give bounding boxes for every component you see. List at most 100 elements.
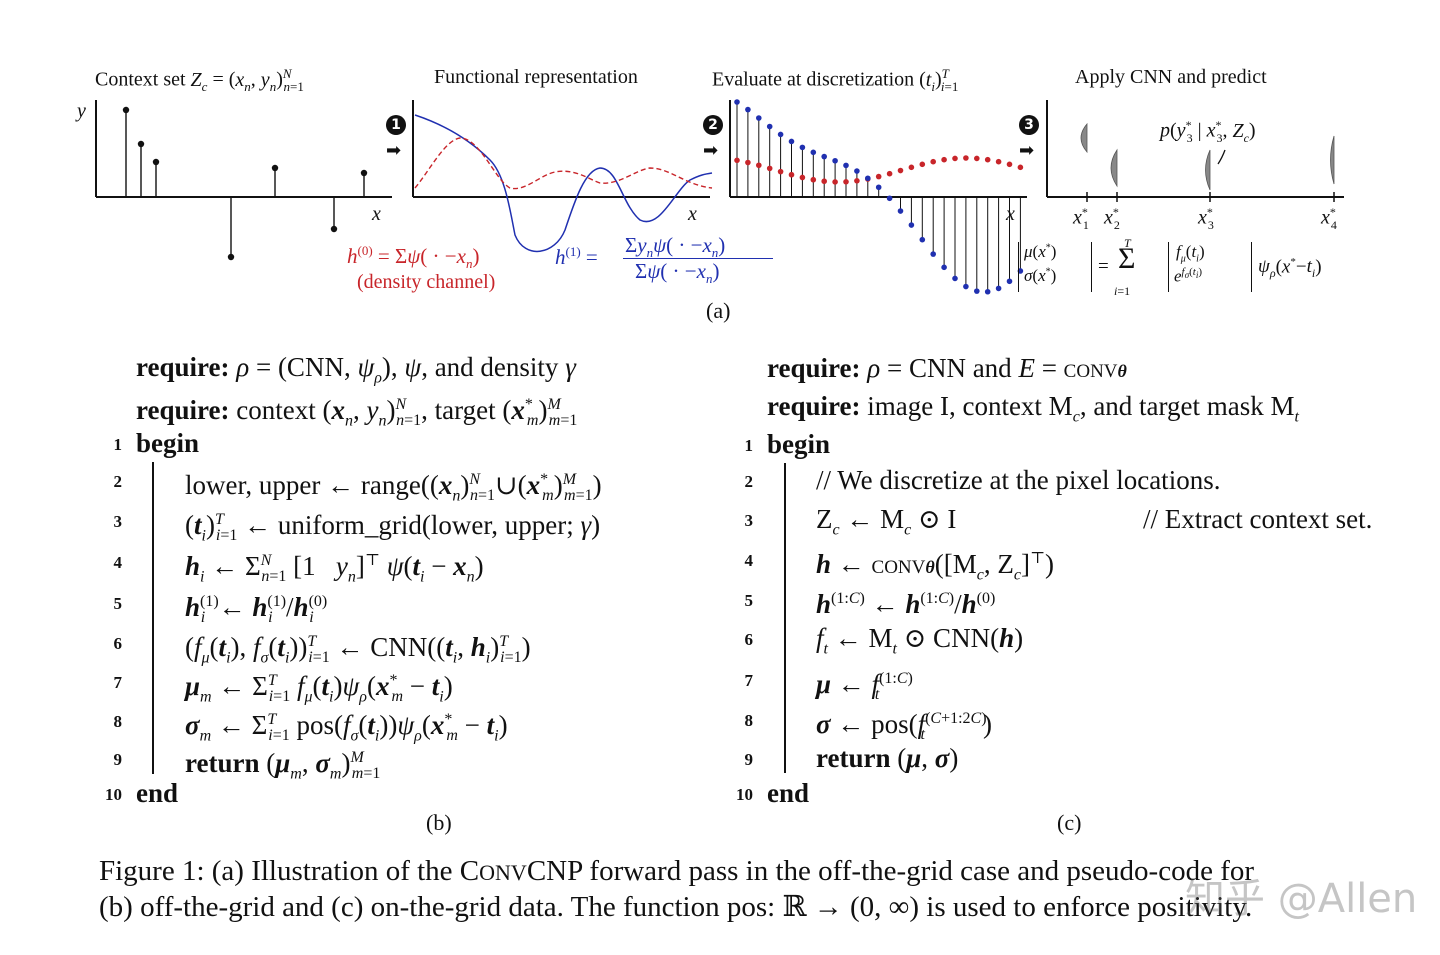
- predictive-density: [1080, 122, 1088, 154]
- context-point: [330, 225, 338, 233]
- density-sample-point: [941, 156, 947, 163]
- density-sample-point: [963, 155, 969, 161]
- density-curve: [414, 137, 713, 190]
- caption-line-2: (b) off-the-grid and (c) on-the-grid dat…: [99, 891, 1253, 923]
- signal-sample-point: [865, 175, 871, 182]
- signal-sample-point: [974, 288, 980, 294]
- panel-c-line-number-4: 4: [744, 551, 754, 570]
- signal-sample-point: [843, 162, 849, 169]
- predictive-density: [1330, 135, 1335, 185]
- density-sample-point: [995, 158, 1002, 165]
- signal-sample-point: [919, 236, 926, 243]
- density-sample-point: [974, 155, 980, 162]
- density-sample-point: [821, 178, 827, 185]
- panel-b-line-3: (ti)Ti=1 ← uniform_grid(lower, upper; γ): [185, 510, 601, 545]
- panel-c-require-2: require: image I, context Mc, and target…: [767, 391, 1299, 426]
- panel-b-line-number-7: 7: [113, 673, 123, 692]
- panel-b-line-7: μm ← ΣTi=1 fμ(ti)ψρ(x*m − ti): [185, 671, 453, 706]
- step-arrow-icon-2: ➡: [703, 140, 719, 161]
- panel-b-line-number-2: 2: [113, 472, 123, 491]
- density-sample-point: [854, 178, 860, 184]
- panel-b-block-bar: [152, 462, 154, 774]
- panel-b-line-5: h(1)i ← h(1)i /h(0)i: [185, 592, 328, 627]
- panel-b-line-number-3: 3: [113, 512, 123, 531]
- target-tick-x2: x*2: [1104, 205, 1120, 232]
- panel-b-line-2: lower, upper ← range((xn)Nn=1∪(x*m)Mm=1): [185, 470, 602, 505]
- panel-b-begin: begin: [136, 428, 200, 458]
- panel-c-line-9: return (μ, σ): [816, 743, 959, 773]
- density-sample-point: [766, 165, 773, 172]
- panel-c-line-number-2: 2: [744, 472, 754, 491]
- panel-a-title-1: Context set Zc = (xn, yn)Nn=1: [95, 66, 304, 94]
- signal-sample-point: [854, 168, 860, 174]
- panel-c-line-6: ft ← Mt ⊙ CNN(h): [816, 623, 1024, 658]
- panel-b-end: end: [136, 778, 179, 808]
- target-tick-x1: x*1: [1073, 205, 1089, 232]
- panel-c-block-bar: [784, 463, 786, 773]
- signal-sample-point: [930, 251, 936, 257]
- panel-c-line-8: σ ← pos(f(C+1:2C)t): [816, 709, 992, 744]
- signal-sample-point: [984, 288, 991, 295]
- signal-curve: [414, 114, 713, 252]
- signal-sample-point: [1006, 278, 1013, 285]
- density-sample-point: [919, 161, 926, 168]
- signal-sample-point: [777, 131, 784, 138]
- signal-sample-point: [756, 115, 762, 121]
- panel-c-sublabel: (c): [1057, 810, 1082, 835]
- panel-c-line-number-6: 6: [744, 630, 754, 649]
- panel-b-line-9: return (μm, σm)Mm=1: [185, 748, 381, 783]
- panel-c-line-number-9: 9: [744, 750, 754, 769]
- density-sample-point: [843, 179, 849, 185]
- density-sample-point: [908, 164, 915, 171]
- step-arrow-icon-1: ➡: [386, 140, 402, 161]
- density-sample-point: [756, 162, 762, 169]
- signal-sample-point: [908, 222, 915, 228]
- signal-sample-point: [995, 285, 1002, 292]
- h0-note: (density channel): [357, 271, 496, 293]
- signal-sample-point: [766, 123, 773, 130]
- panel-b-require-1: require: ρ = (CNN, ψρ), ψ, and density γ: [136, 352, 576, 387]
- panel-c-begin: begin: [767, 429, 831, 459]
- panel-c-line-number-10: 10: [736, 785, 753, 804]
- panel-b-line-4: hi ← ΣNn=1 [1 yn]⊤ ψ(ti − xn): [185, 551, 484, 586]
- panel-a-title-2: Functional representation: [434, 66, 638, 88]
- density-sample-point: [832, 179, 838, 185]
- density-sample-point: [777, 168, 784, 175]
- caption-line-1: Figure 1: (a) Illustration of the CONVCN…: [99, 855, 1255, 887]
- panel-c-line-7: μ ← f(1:C)t: [816, 669, 913, 704]
- panel-c-line-number-3: 3: [744, 511, 754, 530]
- panel-c-line-3-comment: // Extract context set.: [1143, 504, 1373, 534]
- h0-formula: h(0) = Σψ( · −xn): [347, 243, 480, 272]
- density-sample-point: [1006, 161, 1013, 168]
- density-sample-point: [745, 159, 751, 166]
- signal-sample-point: [734, 99, 740, 105]
- signal-sample-point: [1017, 268, 1024, 274]
- panel-b-line-6: (fμ(ti), fσ(ti))Ti=1 ← CNN((ti, hi)Ti=1): [185, 632, 531, 667]
- signal-sample-point: [745, 106, 751, 113]
- signal-sample-point: [963, 283, 969, 290]
- step-arrow-icon-3: ➡: [1019, 140, 1035, 161]
- panel-b-line-number-10: 10: [105, 785, 122, 804]
- signal-sample-point: [886, 195, 893, 202]
- signal-sample-point: [821, 153, 827, 160]
- panel-b-line-8: σm ← ΣTi=1 pos(fσ(ti))ψρ(x*m − ti): [185, 710, 508, 745]
- predict-label: p(y*3 | x*3, Zc): [1160, 118, 1256, 145]
- panel-c-line-3: Zc ← Mc ⊙ I: [816, 504, 957, 539]
- signal-sample-point: [810, 149, 817, 156]
- signal-sample-point: [941, 264, 947, 271]
- signal-sample-point: [952, 275, 958, 282]
- x-axis-label-1: x: [372, 203, 381, 225]
- target-tick-x3: x*3: [1198, 205, 1214, 232]
- density-sample-point: [1017, 164, 1024, 171]
- context-point: [152, 158, 160, 166]
- panel-c-line-number-7: 7: [744, 671, 754, 690]
- signal-sample-point: [832, 157, 838, 164]
- density-sample-point: [952, 155, 958, 162]
- panel-b-line-number-5: 5: [113, 594, 123, 613]
- panel-c-require-1: require: ρ = CNN and E = convθ: [767, 353, 1127, 383]
- density-sample-point: [886, 170, 893, 177]
- panel-a-plots: [95, 99, 1344, 295]
- panel-b-line-number-9: 9: [113, 750, 123, 769]
- panel-c-line-4: h ← convθ([Mc, Zc]⊤): [816, 549, 1054, 584]
- context-point: [137, 140, 145, 148]
